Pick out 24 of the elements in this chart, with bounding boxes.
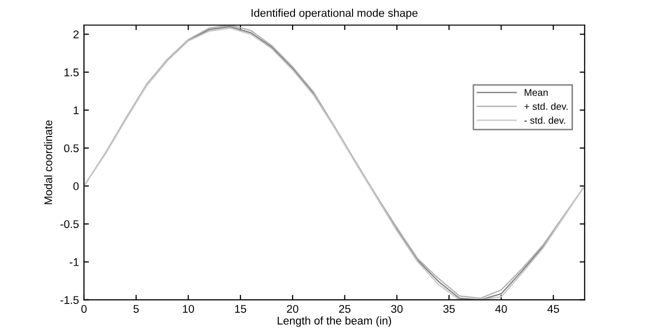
x-tick-label: 25 [339, 304, 350, 313]
legend-label: + std. dev. [524, 102, 568, 110]
y-tick-label: -0.5 [60, 220, 79, 228]
x-tick-label: 30 [391, 304, 403, 313]
x-tick-label: 15 [235, 305, 246, 313]
y-tick-label: 0 [73, 182, 79, 190]
x-axis-title: Length of the beam (in) [278, 316, 392, 327]
x-tick-label: 5 [133, 305, 139, 313]
y-tick-label: -1 [70, 258, 79, 266]
y-tick-label: 0.5 [64, 144, 79, 152]
x-tick-label: 10 [182, 304, 194, 313]
y-tick-label: 1.5 [64, 68, 79, 76]
y-tick-label: -1.5 [60, 296, 79, 304]
x-tick-label: 45 [547, 305, 560, 313]
x-tick-label: 0 [81, 304, 87, 313]
y-tick-label: 2 [74, 30, 79, 38]
x-tick-label: 35 [443, 304, 455, 313]
x-tick-label: 20 [286, 304, 298, 313]
x-tick-label: 40 [495, 304, 507, 313]
y-tick-label: 1 [74, 106, 79, 114]
legend-label: Mean [524, 89, 548, 96]
chart-title: Identified operational mode shape [252, 8, 418, 20]
y-axis-title: Modal coordinate [44, 120, 52, 204]
legend-label: - std. dev. [524, 116, 566, 124]
